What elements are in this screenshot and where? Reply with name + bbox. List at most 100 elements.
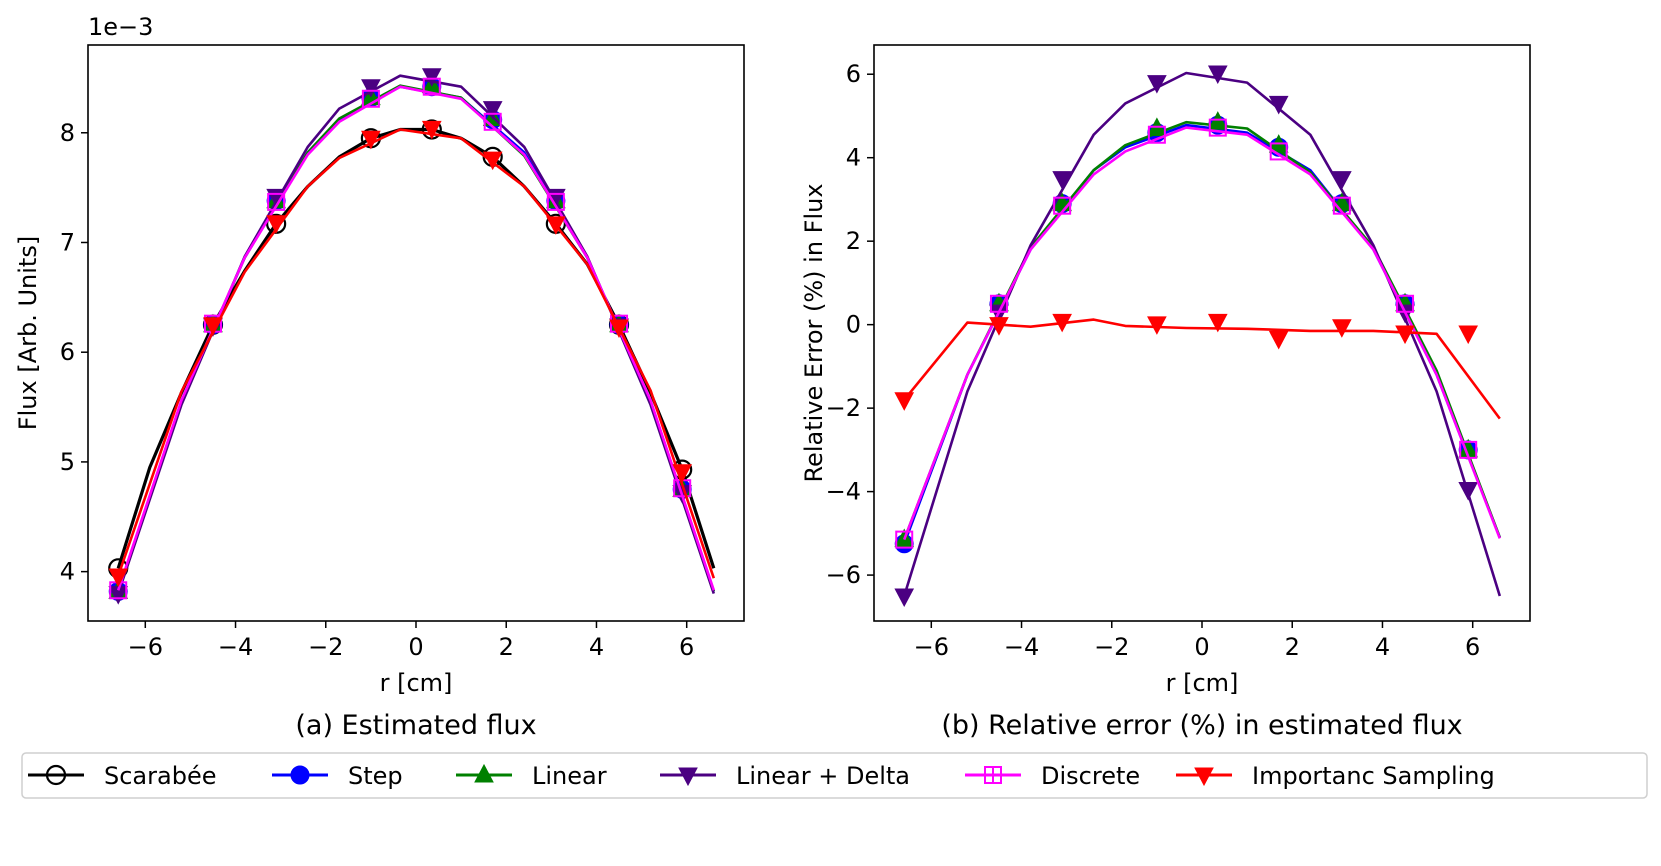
importance-point: [1395, 325, 1415, 345]
lineardelta-point: [1332, 171, 1352, 190]
legend-item-importance: Importanc Sampling: [1176, 762, 1495, 790]
legend: Scarabée Step Linear Linear + Delta Discrete…: [21, 752, 1648, 799]
lineardelta-point: [1458, 482, 1479, 501]
legend-label: Scarabée: [104, 762, 216, 790]
x-axis-label: r [cm]: [380, 669, 453, 697]
y-axis-label: Flux [Arb. Units]: [14, 236, 42, 430]
legend-item-linear: Linear: [456, 762, 607, 790]
x-tick-label: 4: [589, 633, 604, 661]
y-tick-label: 2: [846, 227, 861, 255]
legend-label: Importanc Sampling: [1252, 762, 1495, 790]
discrete-point: [1459, 440, 1478, 459]
y-axis-label: Relative Error (%) in Flux: [800, 183, 828, 482]
lineardelta-point: [894, 588, 915, 608]
legend-label: Linear + Delta: [736, 762, 910, 790]
importance-point: [672, 464, 693, 483]
x-tick-label: 0: [1194, 633, 1209, 661]
series-discrete: [895, 118, 1502, 549]
discrete-point: [1269, 142, 1288, 161]
discrete-point: [483, 112, 502, 131]
discrete-point: [1147, 125, 1166, 144]
x-axis-label: r [cm]: [1166, 669, 1239, 697]
y-tick-label: 4: [846, 144, 861, 172]
y-tick-label: 8: [60, 119, 75, 147]
discrete-point: [422, 77, 441, 96]
y-tick-label: −4: [826, 478, 861, 506]
x-tick-label: 6: [1465, 633, 1480, 661]
series-importance: [108, 120, 716, 588]
discrete-point: [361, 89, 380, 108]
series-importance: [894, 313, 1501, 420]
importance-point: [1147, 316, 1167, 335]
axes-frame: [873, 44, 1531, 622]
step-line: [902, 123, 1502, 545]
panel-caption: (a) Estimated flux: [295, 710, 536, 741]
importance-line: [116, 128, 716, 579]
legend-item-scarabee: Scarabée: [28, 762, 216, 790]
x-tick-label: 0: [408, 633, 423, 661]
axis-offset-label: 1e−3: [88, 13, 153, 41]
lineardelta-point: [482, 101, 503, 120]
importance-point: [1207, 313, 1228, 333]
y-tick-label: 5: [60, 448, 75, 476]
discrete-point: [1396, 294, 1415, 313]
discrete-point: [1332, 196, 1351, 215]
x-tick-label: 6: [679, 633, 694, 661]
legend-label: Linear: [532, 762, 607, 790]
x-tick-label: 4: [1375, 633, 1390, 661]
lineardelta-point: [1207, 65, 1228, 85]
linear-point: [1207, 111, 1228, 130]
discrete-line: [902, 126, 1502, 541]
importance-point: [1458, 325, 1479, 345]
importance-line: [903, 318, 1501, 420]
x-tick-label: −6: [128, 633, 163, 661]
panel-b-relative-error: −6 −4 −2 0 2 4 6 −6 −4 −2 0 2 4 6 r [cm] (b) Relative e…: [800, 44, 1531, 741]
y-tick-label: −2: [826, 394, 861, 422]
x-tick-label: −6: [914, 633, 949, 661]
legend-frame: [21, 752, 1648, 799]
legend-label: Discrete: [1041, 762, 1140, 790]
importance-point: [482, 151, 503, 171]
x-tick-label: −4: [1004, 633, 1039, 661]
lineardelta-point: [1147, 75, 1167, 94]
discrete-point: [267, 192, 286, 211]
lineardelta-line: [902, 71, 1502, 597]
x-tick-label: 2: [499, 633, 514, 661]
lineardelta-point: [361, 79, 381, 98]
importance-point: [203, 317, 223, 336]
legend-item-discrete: Discrete: [965, 762, 1140, 790]
legend-marker: [290, 765, 310, 785]
legend-marker: [45, 764, 67, 786]
lineardelta-point: [1052, 171, 1072, 190]
y-tick-label: 7: [60, 228, 75, 256]
importance-point: [1332, 319, 1352, 338]
importance-point: [1268, 330, 1289, 350]
series-scarabee: [108, 119, 716, 579]
y-tick-label: 6: [846, 60, 861, 88]
discrete-point: [989, 294, 1008, 313]
legend-label: Step: [348, 762, 403, 790]
y-tick-label: 6: [60, 338, 75, 366]
scarabee-line: [116, 127, 716, 569]
discrete-point: [546, 192, 565, 211]
importance-point: [546, 216, 566, 235]
y-tick-label: −6: [826, 561, 861, 589]
panel-a-flux: −6 −4 −2 0 2 4 6 4 5 6 7 8 r [cm] (a) Estimated flux F…: [14, 13, 745, 741]
y-tick-label: 0: [846, 311, 861, 339]
importance-point: [1052, 313, 1072, 333]
lineardelta-point: [421, 68, 442, 87]
lineardelta-point: [1268, 95, 1289, 115]
discrete-point: [1208, 118, 1227, 137]
importance-point: [894, 392, 915, 411]
legend-marker: [678, 767, 698, 787]
importance-point: [361, 130, 381, 150]
y-tick-label: 4: [60, 558, 75, 586]
discrete-point: [895, 530, 914, 549]
importance-point: [266, 215, 286, 234]
discrete-point: [1053, 196, 1072, 215]
importance-point: [989, 317, 1009, 336]
x-tick-label: −2: [1094, 633, 1129, 661]
panel-caption: (b) Relative error (%) in estimated flux: [941, 710, 1462, 741]
importance-point: [108, 568, 129, 588]
